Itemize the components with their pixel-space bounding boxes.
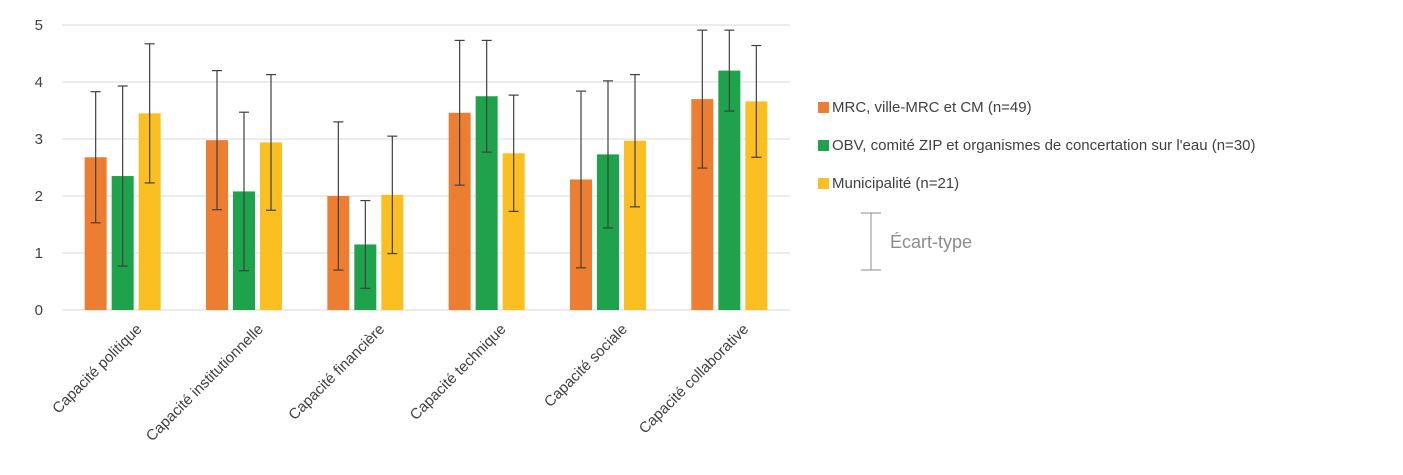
bar bbox=[502, 153, 525, 310]
y-axis-ticks: 0 1 2 3 4 5 bbox=[35, 17, 43, 319]
legend-label: OBV, comité ZIP et organismes de concert… bbox=[832, 137, 1256, 154]
error-bars bbox=[90, 29, 762, 289]
bar bbox=[448, 112, 471, 310]
y-tick-label: 3 bbox=[35, 131, 43, 148]
x-tick-label: Capacité sociale bbox=[541, 321, 631, 411]
y-tick-label: 1 bbox=[35, 245, 43, 262]
legend-label: MRC, ville-MRC et CM (n=49) bbox=[832, 99, 1032, 116]
bar bbox=[260, 142, 282, 310]
bar bbox=[691, 99, 714, 310]
x-tick-label: Capacité institutionnelle bbox=[143, 321, 267, 445]
bar bbox=[597, 154, 619, 310]
legend-swatch bbox=[818, 140, 829, 151]
bar bbox=[624, 140, 646, 310]
x-tick-label: Capacité technique bbox=[407, 321, 510, 424]
bar bbox=[718, 70, 741, 310]
legend-label: Municipalité (n=21) bbox=[832, 175, 959, 192]
bars bbox=[84, 70, 768, 310]
y-tick-label: 0 bbox=[35, 302, 43, 319]
legend-swatch bbox=[818, 102, 829, 113]
y-tick-label: 4 bbox=[35, 74, 43, 91]
bar bbox=[84, 157, 107, 310]
bar bbox=[138, 113, 161, 310]
bar bbox=[475, 96, 498, 310]
y-tick-label: 2 bbox=[35, 188, 43, 205]
bar bbox=[745, 101, 768, 310]
y-tick-label: 5 bbox=[35, 17, 43, 34]
bar bbox=[206, 140, 228, 310]
x-tick-label: Capacité collaborative bbox=[636, 321, 752, 437]
x-tick-label: Capacité financière bbox=[285, 321, 388, 424]
legend: MRC, ville-MRC et CM (n=49) OBV, comité Z… bbox=[818, 99, 1256, 271]
x-tick-label: Capacité politique bbox=[49, 321, 145, 417]
gridlines bbox=[62, 24, 790, 311]
error-bar-legend-label: Écart-type bbox=[890, 232, 972, 252]
legend-swatch bbox=[818, 178, 829, 189]
